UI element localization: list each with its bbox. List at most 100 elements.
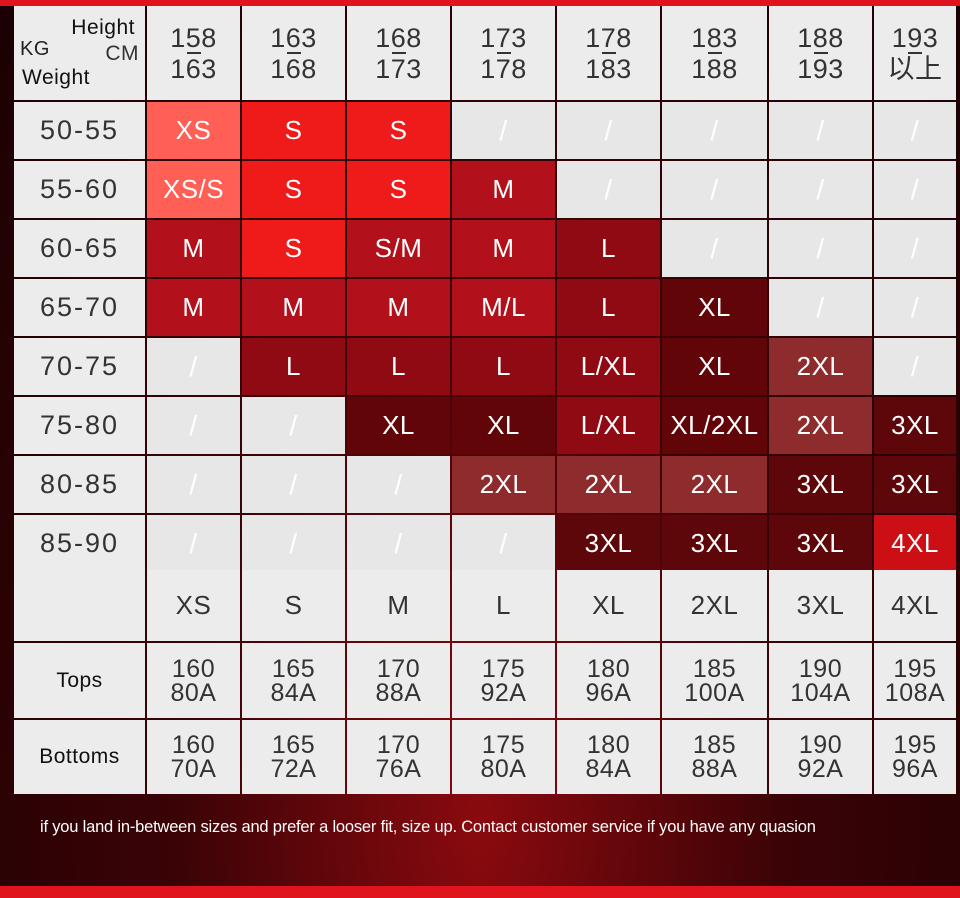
size-cell: L (347, 338, 450, 395)
size-cell: XL (662, 338, 767, 395)
slash-mark: / (394, 527, 403, 559)
spec-height: 180 (586, 731, 631, 759)
slash-mark: / (189, 409, 198, 441)
height-from: 173 (480, 22, 527, 53)
size-cell: XL (662, 279, 767, 336)
height-from: 163 (270, 22, 317, 53)
height-header: 193 以上 (874, 6, 956, 100)
bottoms-spec: 195 96A (874, 720, 956, 794)
height-header: 158 163 (147, 6, 240, 100)
size-cell: M (347, 279, 450, 336)
spec-size-header: 4XL (874, 570, 956, 641)
spec-size-header: L (452, 570, 555, 641)
size-chart-grid: Height KG CM Weight 158 163 163 168 168 173… (14, 6, 956, 572)
empty-cell: / (662, 161, 767, 218)
height-to: 188 (691, 53, 738, 84)
size-cell: 3XL (874, 397, 956, 454)
spec-size-header: XL (557, 570, 660, 641)
spec-height: 170 (376, 731, 421, 759)
empty-cell: / (147, 397, 240, 454)
empty-cell: / (662, 102, 767, 159)
spec-size-header: XS (147, 570, 240, 641)
bottoms-spec: 160 70A (147, 720, 240, 794)
empty-cell: / (769, 279, 872, 336)
weight-range: 80-85 (14, 456, 145, 513)
spec-code: 92A (797, 755, 844, 783)
slash-mark: / (816, 291, 825, 323)
height-header: 173 178 (452, 6, 555, 100)
cm-label: CM (105, 42, 139, 65)
empty-cell: / (147, 456, 240, 513)
size-cell: 2XL (769, 338, 872, 395)
slash-mark: / (499, 527, 508, 559)
empty-cell: / (874, 279, 956, 336)
size-cell: M (452, 220, 555, 277)
size-cell: M (452, 161, 555, 218)
spec-height: 195 (893, 654, 937, 683)
bottoms-spec: 175 80A (452, 720, 555, 794)
size-cell: M (147, 279, 240, 336)
range-dash (286, 51, 301, 54)
footer-note: if you land in-between sizes and prefer … (40, 818, 816, 836)
size-cell: L (242, 338, 345, 395)
slash-mark: / (289, 409, 298, 441)
size-cell: M (242, 279, 345, 336)
size-cell: L (557, 279, 660, 336)
slash-mark: / (816, 173, 825, 205)
range-dash (496, 51, 511, 54)
height-header: 183 188 (662, 6, 767, 100)
empty-cell: / (769, 102, 872, 159)
height-to: 168 (270, 53, 317, 84)
empty-cell: / (874, 220, 956, 277)
slash-mark: / (289, 468, 298, 500)
height-to: 183 (585, 53, 632, 84)
size-cell: S (242, 220, 345, 277)
spec-code: 84A (270, 678, 317, 707)
bottoms-spec: 165 72A (242, 720, 345, 794)
height-to: 193 (797, 53, 844, 84)
size-cell: 3XL (769, 515, 872, 572)
height-header: 178 183 (557, 6, 660, 100)
range-dash (186, 51, 201, 54)
empty-cell: / (347, 456, 450, 513)
bottoms-spec: 170 76A (347, 720, 450, 794)
empty-cell: / (557, 161, 660, 218)
tops-spec: 195 108A (874, 643, 956, 718)
bottoms-label: Bottoms (14, 720, 145, 794)
weight-range: 75-80 (14, 397, 145, 454)
spec-table: XS S M L XL 2XL 3XL 4XL Tops 160 80A 165 8… (14, 570, 956, 794)
bottoms-spec: 180 84A (557, 720, 660, 794)
height-to: 173 (375, 53, 422, 84)
slash-mark: / (289, 527, 298, 559)
range-dash (813, 51, 828, 54)
spec-size-header: M (347, 570, 450, 641)
slash-mark: / (910, 232, 920, 264)
spec-code: 84A (585, 755, 632, 783)
empty-cell: / (347, 515, 450, 572)
range-dash (908, 51, 922, 54)
spec-code: 88A (691, 755, 738, 783)
height-to: 以上 (887, 53, 943, 84)
bottoms-spec: 190 92A (769, 720, 872, 794)
empty-cell: / (242, 397, 345, 454)
spec-code: 76A (375, 755, 422, 783)
size-cell: L (557, 220, 660, 277)
spec-height: 185 (692, 731, 737, 759)
spec-code: 100A (684, 678, 745, 707)
empty-cell: / (557, 102, 660, 159)
size-cell: 3XL (874, 456, 956, 513)
weight-range: 60-65 (14, 220, 145, 277)
size-cell: 4XL (874, 515, 956, 572)
spec-code: 88A (375, 678, 422, 707)
empty-cell: / (662, 220, 767, 277)
height-label: Height (71, 16, 135, 39)
spec-code: 92A (480, 678, 527, 707)
tops-spec: 180 96A (557, 643, 660, 718)
tops-spec: 160 80A (147, 643, 240, 718)
spec-code: 72A (270, 755, 317, 783)
empty-cell: / (874, 338, 956, 395)
size-cell: S (242, 161, 345, 218)
slash-mark: / (816, 114, 825, 146)
empty-cell: / (147, 515, 240, 572)
height-to: 178 (480, 53, 527, 84)
